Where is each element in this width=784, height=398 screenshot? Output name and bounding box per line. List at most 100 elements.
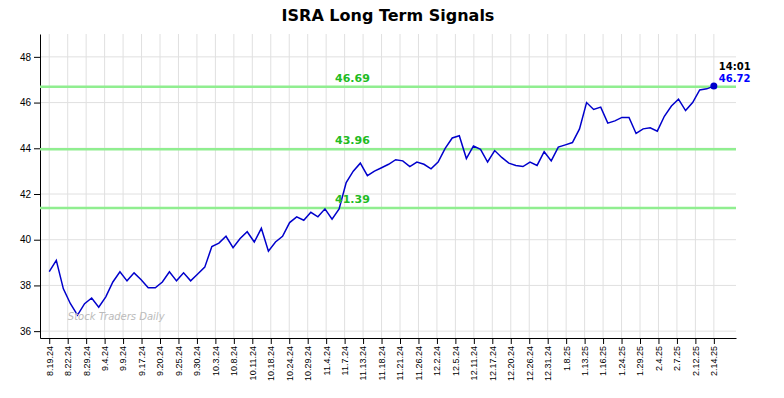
tick-label: 11.13.24 (358, 346, 368, 380)
tick: 36 (20, 326, 40, 337)
tick-label: 1.24.25 (617, 346, 627, 376)
grid-line (123, 34, 124, 338)
tick-label: 11.21.24 (395, 346, 405, 380)
tick-label: 10.29.24 (303, 346, 313, 381)
grid-line (233, 34, 234, 338)
tick-mark (511, 338, 512, 344)
tick-label: 10.24.24 (285, 346, 295, 381)
tick-label: 1.13.25 (580, 346, 590, 376)
tick-mark (252, 338, 253, 344)
signal-label: 43.96 (335, 134, 370, 147)
tick-label: 12.17.24 (488, 346, 498, 381)
tick-label: 10.11.24 (248, 346, 258, 380)
grid-line (566, 34, 567, 338)
tick-label: 12.2.24 (432, 346, 442, 376)
tick: 11.26.24 (414, 338, 424, 380)
tick: 48 (20, 52, 40, 63)
watermark: Stock Traders Daily (68, 311, 166, 322)
tick: 40 (20, 234, 40, 245)
tick-mark (640, 338, 641, 344)
tick: 11.18.24 (377, 338, 387, 380)
tick: 42 (20, 189, 40, 200)
tick-label: 42 (20, 189, 32, 200)
tick: 1.24.25 (617, 338, 627, 376)
tick-label: 11.26.24 (414, 346, 424, 380)
y-axis: 36384042444648 (20, 35, 41, 339)
tick-label: 12.26.24 (525, 346, 535, 381)
tick-mark (400, 338, 401, 344)
tick-label: 9.4.24 (100, 346, 110, 371)
tick-mark (34, 103, 40, 104)
tick-mark (418, 338, 419, 344)
grid-line (49, 34, 50, 338)
tick-mark (437, 338, 438, 344)
tick: 8.22.24 (63, 338, 73, 376)
tick: 9.17.24 (137, 338, 147, 376)
axis-line (41, 338, 737, 339)
tick: 11.7.24 (340, 338, 350, 375)
tick-label: 1.29.25 (635, 346, 645, 376)
tick-mark (585, 338, 586, 344)
grid-line (326, 34, 327, 338)
tick-mark (566, 338, 567, 344)
x-axis: 8.19.248.22.248.29.249.4.249.9.249.17.24… (41, 338, 737, 381)
tick: 10.18.24 (266, 338, 276, 381)
tick-label: 40 (20, 234, 32, 245)
tick-mark (492, 338, 493, 344)
tick-label: 12.31.24 (543, 346, 553, 381)
tick-label: 36 (20, 326, 32, 337)
tick-mark (271, 338, 272, 344)
tick-mark (142, 338, 143, 344)
tick-mark (695, 338, 696, 344)
tick: 12.11.24 (469, 338, 479, 380)
tick-label: 38 (20, 280, 32, 291)
tick: 9.25.24 (174, 338, 184, 376)
tick-mark (289, 338, 290, 344)
tick: 9.4.24 (100, 338, 110, 371)
tick-label: 9.20.24 (155, 346, 165, 376)
tick-label: 12.11.24 (469, 346, 479, 380)
tick-mark (677, 338, 678, 344)
tick: 1.29.25 (635, 338, 645, 376)
tick-mark (326, 338, 327, 344)
tick-label: 2.12.25 (691, 346, 701, 376)
signal-label: 46.69 (335, 72, 370, 85)
tick-label: 44 (20, 143, 32, 154)
tick-mark (308, 338, 309, 344)
tick-mark (714, 338, 715, 344)
tick-label: 11.18.24 (377, 346, 387, 380)
tick-mark (658, 338, 659, 344)
tick-label: 9.17.24 (137, 346, 147, 376)
end-point (710, 83, 717, 90)
grid-line (381, 34, 382, 338)
end-label: 46.72 (719, 73, 751, 84)
tick: 12.17.24 (488, 338, 498, 381)
tick-mark (105, 338, 106, 344)
tick-label: 2.4.25 (654, 346, 664, 371)
grid-line (621, 34, 622, 338)
signal-line (40, 207, 736, 210)
grid-line (436, 34, 437, 338)
plot: 8.19.248.22.248.29.249.4.249.9.249.17.24… (20, 34, 751, 381)
grid-line (196, 34, 197, 338)
tick-label: 10.18.24 (266, 346, 276, 381)
tick-mark (34, 331, 40, 332)
tick-mark (603, 338, 604, 344)
grid-line (289, 34, 290, 338)
grid-line (658, 34, 659, 338)
tick: 10.11.24 (248, 338, 258, 380)
grid-line (40, 148, 736, 149)
grid-line (400, 34, 401, 338)
tick-label: 1.16.25 (598, 346, 608, 376)
tick-mark (622, 338, 623, 344)
tick: 2.4.25 (654, 338, 664, 371)
grid-line (492, 34, 493, 338)
grid-line (40, 239, 736, 240)
grid-line (307, 34, 308, 338)
tick-mark (34, 148, 40, 149)
tick-label: 8.22.24 (63, 346, 73, 376)
tick: 8.29.24 (82, 338, 92, 376)
grid-line (141, 34, 142, 338)
tick-label: 11.7.24 (340, 346, 350, 375)
tick: 12.5.24 (451, 338, 461, 376)
